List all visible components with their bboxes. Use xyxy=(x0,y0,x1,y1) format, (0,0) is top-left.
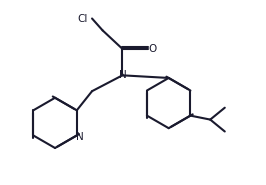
Text: N: N xyxy=(76,132,83,142)
Text: Cl: Cl xyxy=(78,14,88,23)
Text: N: N xyxy=(119,70,126,80)
Text: O: O xyxy=(149,44,157,54)
